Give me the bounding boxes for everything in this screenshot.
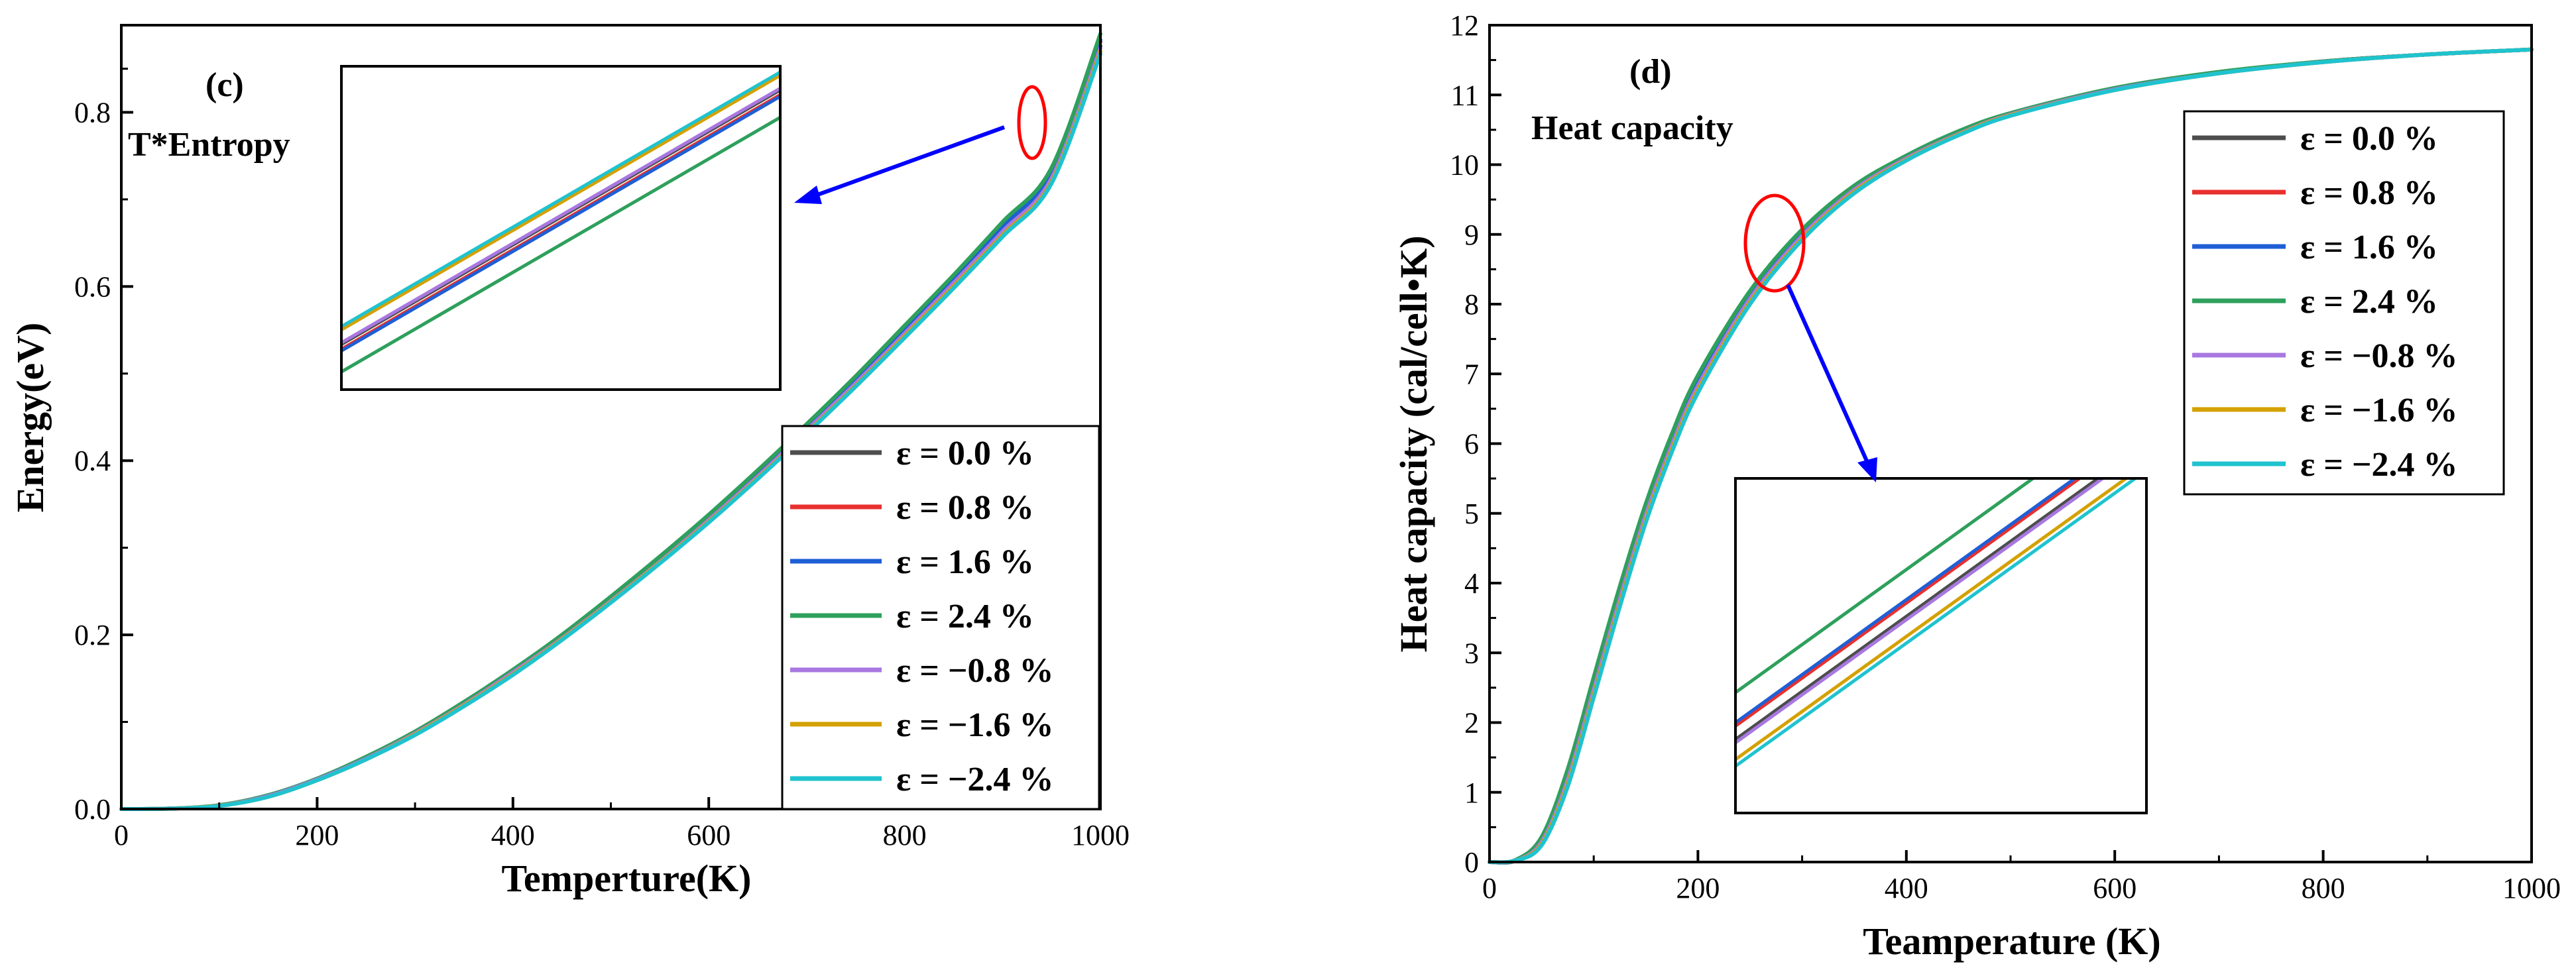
panel-c-annotation: T*Entropy — [128, 126, 290, 164]
panel-d-legend-entry-4: ε = −0.8 % — [2300, 337, 2457, 375]
panel-d-legend-entry-1: ε = 0.8 % — [2300, 174, 2438, 212]
panel-c-legend-entry-1: ε = 0.8 % — [896, 489, 1034, 527]
panel-c-ylabel: Energy(eV) — [9, 323, 52, 513]
panel-c-ytick-label: 0.0 — [74, 793, 111, 826]
panel-c-zoom-ellipse — [1017, 85, 1047, 160]
panel-d-series-line-6 — [1488, 47, 2534, 865]
panel-c-inset-line-3 — [341, 116, 780, 374]
panel-d-xtick-label: 1000 — [2502, 872, 2561, 904]
panel-c-legend-entry-2: ε = 1.6 % — [896, 543, 1034, 581]
panel-c-ytick-label: 0.8 — [74, 96, 111, 129]
panel-c-xtick-label: 200 — [295, 819, 339, 851]
panel-d-xtick-label: 800 — [2302, 872, 2345, 904]
panel-c-xtick-label: 1000 — [1071, 819, 1130, 851]
panel-c-label: (c) — [205, 66, 244, 104]
panel-d-legend: ε = 0.0 % ε = 0.8 % ε = 1.6 % ε = 2.4 % ε = … — [2183, 110, 2505, 496]
panel-d-xtick-label: 200 — [1676, 872, 1720, 904]
panel-d-inset-frame — [1734, 477, 2148, 814]
panel-c-legend-entry-6: ε = −2.4 % — [896, 761, 1053, 798]
panel-d-ytick-label: 1 — [1464, 777, 1479, 809]
panel-d-legend-entry-6: ε = −2.4 % — [2300, 446, 2457, 484]
panel-d-legend-entry-2: ε = 1.6 % — [2300, 229, 2438, 266]
panel-d-ytick-label: 5 — [1464, 498, 1479, 530]
panel-d-inset-line-3 — [1735, 478, 2036, 694]
panel-d-ytick-label: 2 — [1464, 707, 1479, 739]
panel-d-annotation: Heat capacity — [1531, 109, 1733, 147]
panel-d-xtick-label: 0 — [1482, 872, 1497, 904]
panel-c-zoom-arrow — [809, 125, 1006, 199]
panel-c-legend-entry-4: ε = −0.8 % — [896, 652, 1053, 690]
panel-d-ytick-label: 6 — [1464, 428, 1479, 461]
panel-c-inset-bg — [341, 66, 780, 390]
panel-c-series — [119, 32, 1102, 812]
panel-c-legend: ε = 0.0 % ε = 0.8 % ε = 1.6 % ε = 2.4 % ε = … — [781, 425, 1100, 810]
panel-d-inset-line-2 — [1735, 478, 2078, 724]
panel-c-inset-line-4 — [341, 87, 780, 345]
panel-c-ytick-label: 0.6 — [74, 270, 111, 303]
panel-d-legend-entry-0: ε = 0.0 % — [2300, 120, 2438, 158]
panel-c-legend-entry-3: ε = 2.4 % — [896, 598, 1034, 635]
panel-c-legend-entry-0: ε = 0.0 % — [896, 435, 1034, 472]
panel-d-ytick-label: 7 — [1464, 358, 1479, 390]
panel-d-label: (d) — [1629, 53, 1672, 91]
panel-d-xtick-label: 600 — [2093, 872, 2137, 904]
panel-c-inset-line-5 — [341, 74, 780, 331]
panel-d-inset-lines — [1735, 478, 2138, 768]
panel-d-xtick-label: 400 — [1885, 872, 1928, 904]
panel-c-zoom-arrowhead — [794, 186, 822, 204]
panel-d-ytick-label: 12 — [1450, 9, 1479, 42]
panel-d-legend-entry-5: ε = −1.6 % — [2300, 392, 2457, 429]
panel-d-inset — [1734, 477, 2148, 814]
panel-d-inset-line-5 — [1735, 478, 2129, 761]
panel-c-xtick-label: 800 — [883, 819, 927, 851]
panel-c-inset-line-2 — [341, 95, 780, 352]
panel-d-ytick-label: 9 — [1464, 219, 1479, 251]
panel-c-inset-line-6 — [341, 70, 780, 329]
panel-d-ytick-label: 3 — [1464, 637, 1479, 669]
panel-c-inset-frame — [340, 65, 782, 391]
panel-d-inset-line-4 — [1735, 478, 2106, 744]
panel-d-series — [1488, 47, 2534, 865]
panel-d-ytick-label: 8 — [1464, 288, 1479, 321]
panel-d-zoom-arrow — [1786, 284, 1870, 465]
panel-d-inset-line-6 — [1735, 478, 2138, 768]
panel-c-inset-lines — [341, 70, 780, 374]
panel-c-xlabel: Temperture(K) — [502, 857, 752, 900]
panel-c-inset — [340, 65, 782, 391]
panel-d-legend-entry-3: ε = 2.4 % — [2300, 283, 2438, 321]
panel-d-ytick-label: 11 — [1451, 79, 1479, 111]
panel-c-xtick-label: 0 — [114, 819, 129, 851]
panel-d-inset-bg — [1735, 478, 2146, 813]
panel-d-zoom-arrowhead — [1857, 457, 1877, 482]
panel-d-xlabel: Teamperature (K) — [1863, 920, 2160, 963]
panel-c: 0 200 400 600 800 1000 0.0 0.2 0.4 0.6 0.8 (c) T*E… — [9, 24, 1130, 900]
panel-c-series-line-6 — [119, 52, 1102, 812]
panel-d-inset-line-0 — [1735, 478, 2101, 741]
panel-c-xtick-label: 400 — [491, 819, 535, 851]
panel-d-ytick-label: 10 — [1450, 149, 1479, 182]
panel-d-ylabel: Heat capacity (cal/cell•K) — [1392, 235, 1435, 652]
panel-d-zoom-ellipse — [1743, 193, 1806, 293]
panel-c-legend-entry-5: ε = −1.6 % — [896, 706, 1053, 744]
panel-d-ytick-label: 0 — [1464, 846, 1479, 879]
panel-d-ytick-label: 4 — [1464, 567, 1479, 600]
panel-c-ytick-label: 0.4 — [74, 445, 111, 477]
panel-c-xtick-label: 600 — [687, 819, 731, 851]
panel-c-ytick-label: 0.2 — [74, 619, 111, 651]
panel-c-ticks: 0 200 400 600 800 1000 0.0 0.2 0.4 0.6 0.8 — [74, 68, 1130, 851]
